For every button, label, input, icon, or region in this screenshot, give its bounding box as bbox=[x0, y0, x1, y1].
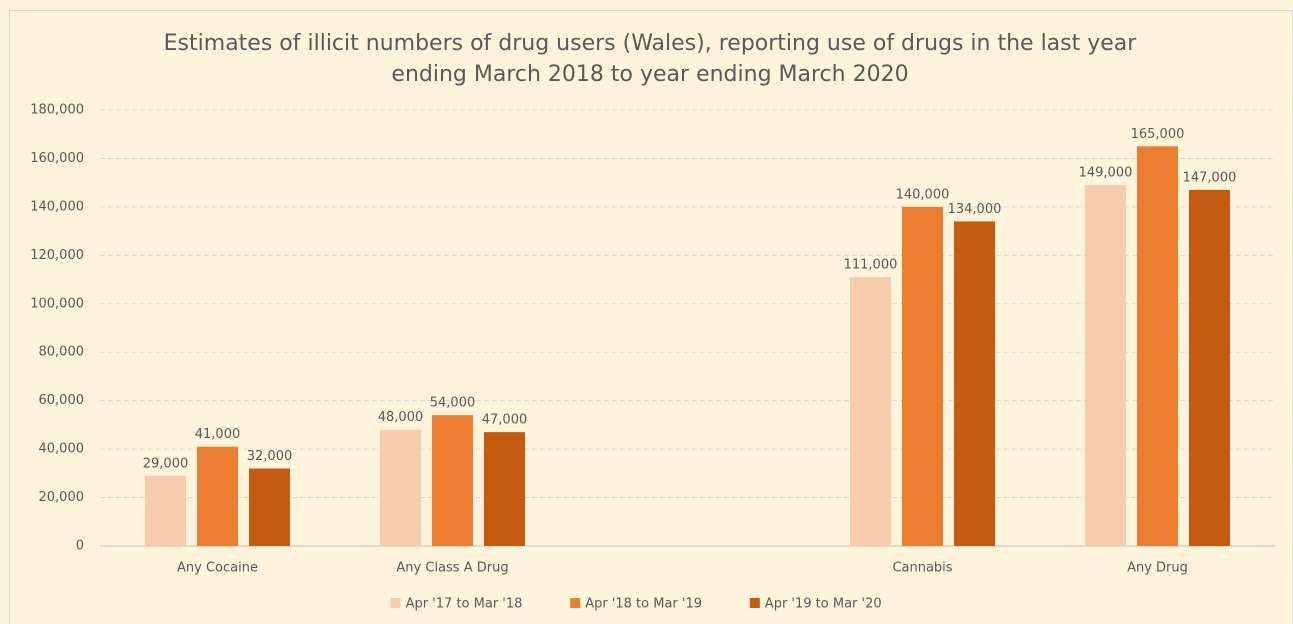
data-label: 165,000 bbox=[1131, 127, 1185, 142]
y-tick-label: 20,000 bbox=[39, 490, 85, 505]
x-tick-label: Any Class A Drug bbox=[396, 561, 508, 576]
bar bbox=[1085, 185, 1126, 547]
bar bbox=[249, 468, 290, 546]
y-tick-label: 0 bbox=[76, 539, 84, 554]
y-tick-label: 160,000 bbox=[30, 151, 84, 166]
bar bbox=[1137, 146, 1178, 547]
legend-label: Apr '17 to Mar '18 bbox=[406, 597, 523, 612]
data-label: 149,000 bbox=[1079, 166, 1133, 181]
legend-label: Apr '18 to Mar '19 bbox=[585, 597, 702, 612]
y-tick-label: 40,000 bbox=[39, 442, 85, 457]
data-label: 54,000 bbox=[430, 396, 476, 411]
bar bbox=[197, 446, 238, 546]
legend-label: Apr '19 to Mar '20 bbox=[765, 597, 882, 612]
chart-title: Estimates of illicit numbers of drug use… bbox=[163, 31, 1137, 87]
data-label: 147,000 bbox=[1183, 170, 1237, 185]
data-label: 134,000 bbox=[948, 202, 1002, 217]
legend-swatch bbox=[749, 598, 760, 608]
bar bbox=[850, 277, 891, 546]
data-label: 41,000 bbox=[195, 427, 241, 442]
bar bbox=[432, 415, 473, 546]
y-tick-label: 60,000 bbox=[39, 393, 85, 408]
legend-swatch bbox=[570, 598, 581, 608]
bar bbox=[380, 429, 421, 546]
data-label: 140,000 bbox=[896, 187, 950, 202]
bar bbox=[1189, 189, 1230, 546]
data-label: 29,000 bbox=[143, 456, 189, 471]
y-tick-label: 120,000 bbox=[30, 248, 84, 263]
data-label: 48,000 bbox=[378, 410, 424, 425]
y-tick-label: 140,000 bbox=[30, 199, 84, 214]
bar bbox=[902, 206, 943, 546]
x-tick-label: Any Drug bbox=[1127, 561, 1188, 576]
bar bbox=[954, 221, 995, 546]
data-label: 32,000 bbox=[247, 449, 293, 464]
y-tick-label: 180,000 bbox=[30, 103, 84, 118]
x-tick-label: Any Cocaine bbox=[177, 561, 258, 576]
bar bbox=[484, 432, 525, 546]
bar bbox=[145, 475, 186, 546]
data-label: 47,000 bbox=[482, 413, 528, 428]
x-tick-label: Cannabis bbox=[892, 561, 952, 576]
data-label: 111,000 bbox=[844, 258, 898, 273]
y-tick-label: 100,000 bbox=[30, 296, 84, 311]
y-tick-label: 80,000 bbox=[39, 345, 85, 360]
legend-swatch bbox=[390, 598, 401, 608]
